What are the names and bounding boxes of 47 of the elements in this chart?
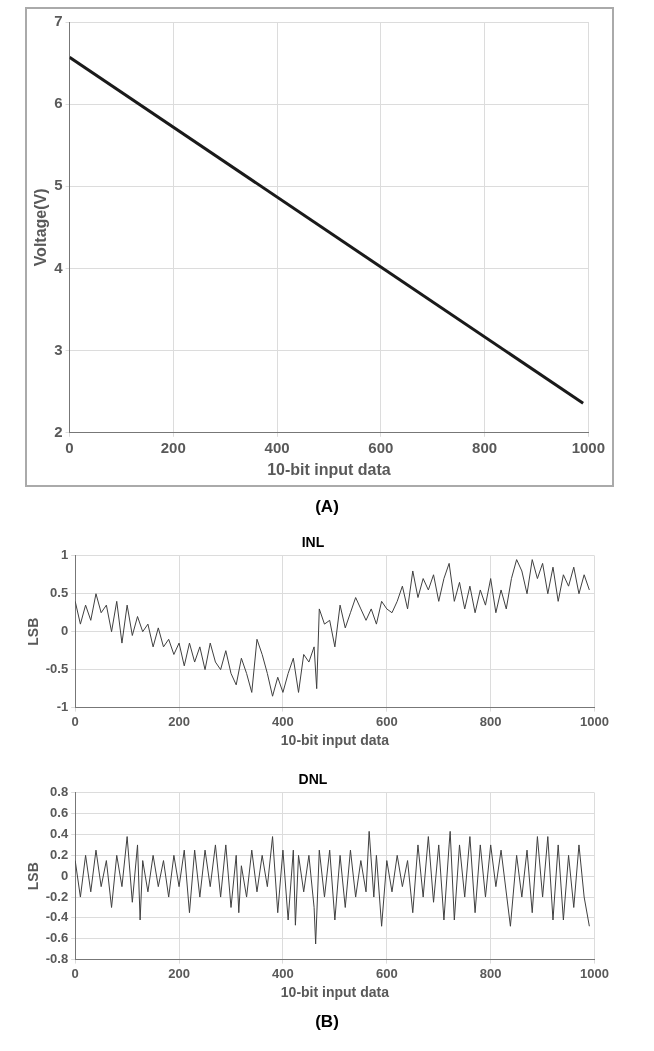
y-tick-label: 5 — [54, 176, 63, 194]
y-axis-title: LSB — [25, 617, 42, 646]
x-axis-title: 10-bit input data — [267, 460, 391, 478]
x-tick-label: 200 — [168, 713, 190, 729]
x-tick-label: 400 — [264, 438, 290, 456]
y-tick-label: 0.2 — [50, 846, 69, 862]
y-tick-label: 1 — [60, 547, 69, 563]
y-tick-label: -1 — [56, 699, 69, 715]
y-tick-label: -0.4 — [45, 909, 69, 925]
x-tick-label: 600 — [375, 713, 398, 729]
x-tick-label: 0 — [71, 713, 79, 729]
y-tick-label: 6 — [54, 94, 63, 112]
y-tick-label: 0.5 — [50, 585, 69, 601]
x-axis-title: 10-bit input data — [280, 984, 390, 1001]
x-tick-label: 400 — [272, 965, 294, 981]
y-tick-label: -0.2 — [45, 888, 69, 904]
y-tick-label: 2 — [54, 422, 63, 440]
x-tick-label: 1000 — [580, 965, 609, 981]
text: (B) — [314, 1012, 340, 1032]
x-tick-label: 400 — [272, 713, 294, 729]
x-axis-title: 10-bit input data — [280, 732, 390, 749]
x-tick-label: 0 — [71, 965, 79, 981]
y-tick-label: 0.6 — [50, 805, 69, 821]
x-tick-label: 800 — [479, 965, 502, 981]
x-tick-label: 800 — [479, 713, 502, 729]
x-tick-label: 1000 — [571, 438, 605, 456]
x-tick-label: 600 — [375, 965, 398, 981]
y-tick-label: 0 — [60, 867, 69, 883]
y-tick-label: -0.8 — [45, 951, 69, 967]
y-tick-label: 0.4 — [50, 826, 69, 842]
y-tick-label: -0.6 — [45, 930, 69, 946]
y-tick-label: 3 — [54, 340, 63, 358]
text: (A) — [314, 497, 340, 517]
y-tick-label: -0.5 — [45, 661, 69, 677]
y-axis-title: Voltage(V) — [32, 188, 50, 267]
chart-title: DNL — [298, 771, 328, 788]
chart-title: INL — [301, 534, 325, 551]
x-tick-label: 600 — [368, 438, 394, 456]
x-tick-label: 800 — [472, 438, 498, 456]
y-tick-label: 7 — [54, 12, 63, 30]
y-tick-label: 0 — [60, 623, 69, 639]
x-tick-label: 200 — [160, 438, 186, 456]
y-axis-title: LSB — [25, 862, 42, 891]
y-tick-label: 4 — [54, 258, 64, 276]
y-tick-label: 0.8 — [50, 784, 69, 800]
x-tick-label: 1000 — [580, 713, 609, 729]
x-tick-label: 200 — [168, 965, 190, 981]
